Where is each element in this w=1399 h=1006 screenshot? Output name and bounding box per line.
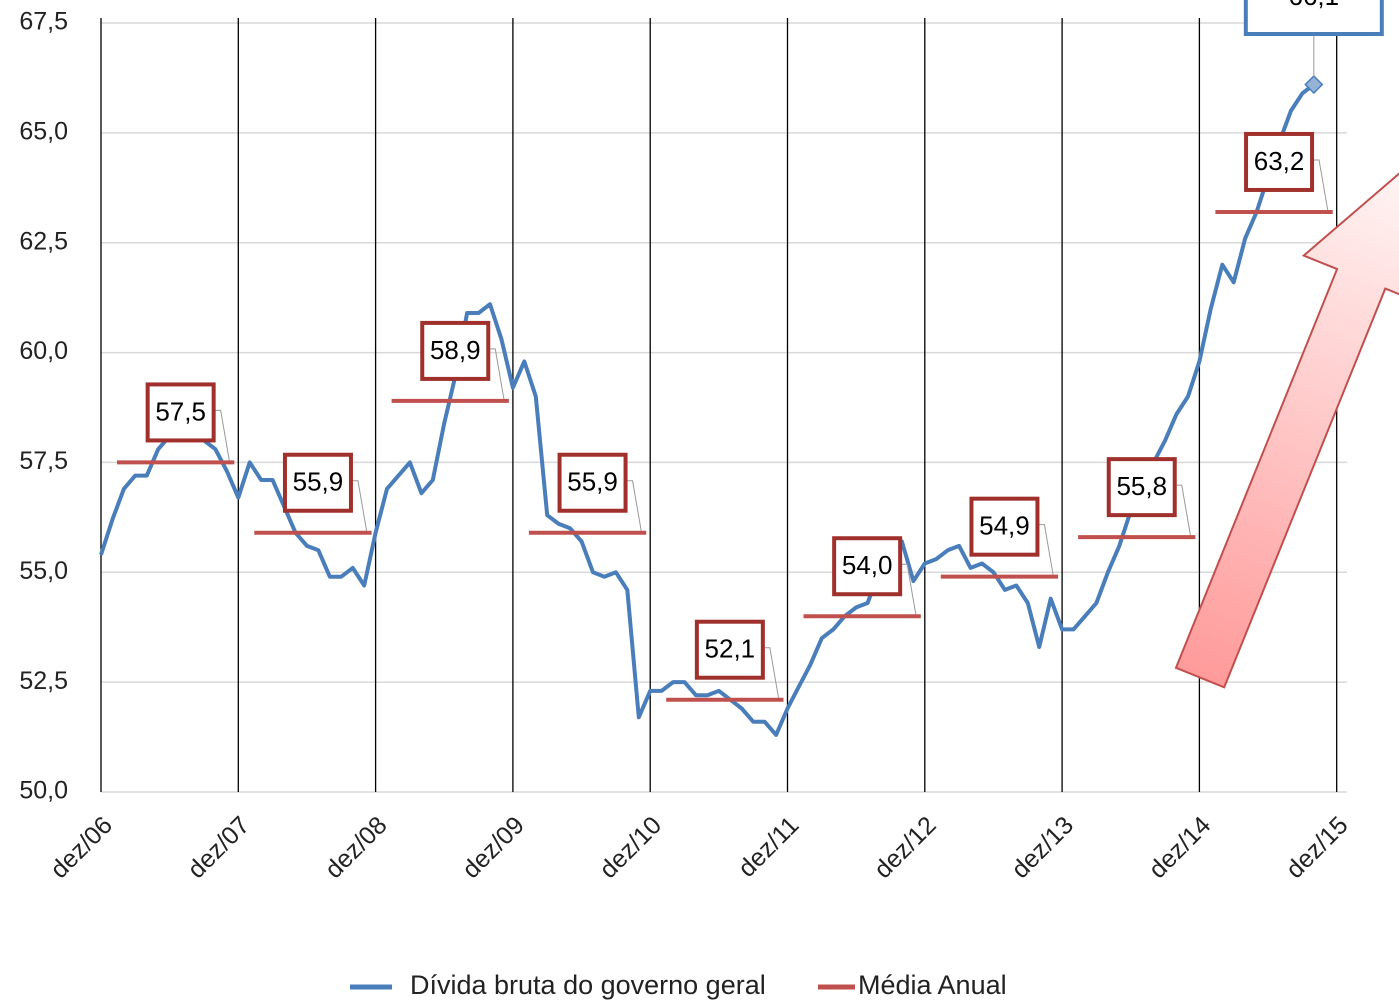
label-leader [1312,159,1329,211]
last-point [1304,74,1324,95]
label-leader [625,480,642,531]
value-label-box [969,496,1040,557]
value-label: 63,2 [1254,146,1305,176]
x-tick-label: dez/08 [320,811,393,884]
y-tick-label: 57,5 [19,447,68,475]
value-label-box [1106,457,1177,518]
grid: 50,0 52,5 55,0 57,5 60,0 62,5 65,0 67,5 dez/06 de… [19,8,1353,884]
value-label-box [694,619,765,680]
label-leader [1174,484,1191,536]
value-label: 54,9 [979,511,1030,541]
label-leader [213,409,230,461]
x-tick-label: dez/13 [1006,811,1079,884]
value-label: 57,5 [155,396,206,426]
y-tick-label: 50,0 [19,777,68,805]
value-label-box [282,452,353,513]
x-tick-label: dez/11 [733,811,805,883]
label-leader [488,348,505,399]
value-label-box [145,382,216,443]
value-label: 55,8 [1116,471,1167,501]
value-label-box [832,536,903,597]
x-tick-label: dez/07 [182,811,255,884]
legend: Dívida bruta do governo geral Média Anua… [350,970,1007,1000]
y-tick-label: 65,0 [19,117,68,145]
y-tick-label: 60,0 [19,337,68,365]
value-label: 54,0 [842,550,893,580]
value-label-box [420,320,491,381]
x-tick-label: dez/15 [1281,811,1354,884]
label-leader [900,563,917,615]
x-tick-label: dez/12 [869,811,942,884]
callout-label: 66,1 [1289,0,1340,11]
trend-arrow [1174,165,1399,689]
x-tick-label: dez/09 [457,811,530,884]
data-line [99,82,1316,737]
legend-label: Dívida bruta do governo geral [410,970,766,1000]
value-label-box [557,452,628,513]
label-leader [1037,524,1054,575]
label-leader [350,480,368,531]
callout-box [1243,0,1384,36]
value-label-box [1244,131,1315,192]
x-tick-label: dez/14 [1143,811,1216,884]
x-tick-label: dez/10 [594,811,667,884]
value-label: 55,9 [293,467,344,497]
value-label: 52,1 [705,634,756,664]
y-tick-label: 55,0 [19,557,68,585]
label-leader [762,647,779,698]
value-label: 55,9 [567,467,618,497]
y-tick-label: 52,5 [19,667,68,695]
labels: 66,1 57,5 55,9 58,9 55,9 52,1 54,0 54,9 55,8 63,2 [145,0,1384,698]
arrow-shape [1174,165,1399,689]
legend-label: Média Anual [858,970,1007,1000]
y-tick-label: 67,5 [19,8,68,36]
plot [99,74,1333,737]
value-label: 58,9 [430,335,481,365]
y-tick-label: 62,5 [19,227,68,255]
x-tick-label: dez/06 [45,811,118,884]
